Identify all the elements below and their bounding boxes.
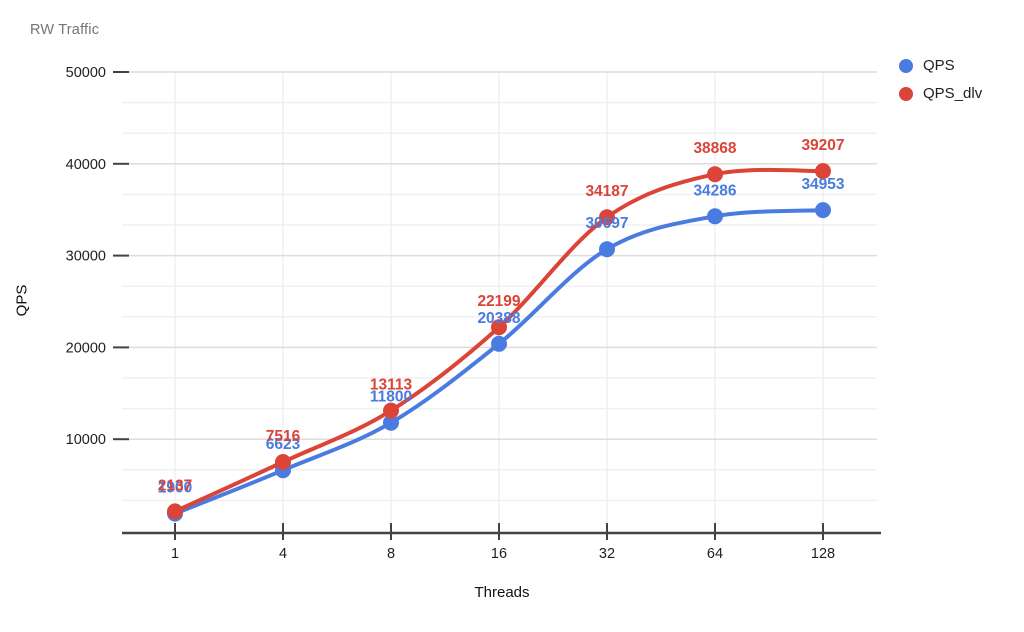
legend-item-qps-dlv: QPS_dlv bbox=[899, 85, 982, 102]
y-axis-title: QPS bbox=[13, 284, 31, 317]
qps-data-label: 6623 bbox=[266, 436, 301, 453]
y-tick-label: 50000 bbox=[66, 65, 106, 81]
legend-item-qps: QPS bbox=[899, 57, 982, 74]
qps-marker bbox=[599, 241, 615, 258]
qps-dlv-data-label: 7516 bbox=[266, 428, 301, 445]
y-tick-label: 30000 bbox=[66, 249, 106, 265]
qps-marker bbox=[491, 335, 507, 352]
qps-marker bbox=[707, 208, 723, 225]
x-tick-label: 1 bbox=[171, 546, 179, 562]
legend-label: QPS_dlv bbox=[923, 85, 983, 102]
x-tick-label: 16 bbox=[491, 546, 507, 562]
y-tick-label: 10000 bbox=[66, 432, 106, 448]
legend: QPS QPS_dlv bbox=[899, 57, 982, 102]
qps-marker bbox=[383, 414, 399, 431]
qps-dlv-marker bbox=[599, 209, 615, 226]
qps-dlv-series-swatch-icon bbox=[899, 86, 913, 101]
qps-data-label: 34286 bbox=[693, 182, 736, 199]
x-tick-label: 4 bbox=[279, 546, 287, 562]
qps-dlv-data-label: 2137 bbox=[158, 477, 192, 494]
qps-dlv-marker bbox=[383, 402, 399, 419]
qps-dlv-marker bbox=[275, 454, 291, 470]
qps-series-swatch-icon bbox=[899, 58, 913, 73]
y-tick-label: 20000 bbox=[66, 340, 106, 356]
legend-label: QPS bbox=[923, 57, 955, 74]
qps-dlv-marker bbox=[815, 163, 831, 180]
qps-dlv-data-label: 13113 bbox=[370, 377, 413, 394]
qps-data-label: 20388 bbox=[477, 310, 520, 327]
qps-data-label: 11800 bbox=[370, 389, 412, 406]
qps-dlv-marker bbox=[491, 319, 507, 336]
y-tick-label: 40000 bbox=[66, 157, 106, 173]
x-axis-title: Threads bbox=[474, 584, 530, 601]
qps-dlv-data-label: 38868 bbox=[693, 140, 736, 157]
qps-data-label: 30697 bbox=[585, 215, 628, 232]
x-tick-label: 64 bbox=[707, 546, 723, 562]
x-tick-label: 32 bbox=[599, 546, 615, 562]
x-tick-label: 8 bbox=[387, 546, 395, 562]
qps-dlv-marker bbox=[707, 166, 723, 183]
qps-dlv-marker bbox=[167, 503, 183, 520]
qps-dlv-data-label: 22199 bbox=[477, 293, 520, 310]
qps-dlv-data-label: 39207 bbox=[801, 137, 844, 154]
qps-dlv-data-label: 34187 bbox=[585, 183, 628, 200]
qps-data-label: 34953 bbox=[801, 176, 844, 193]
chart-title: RW Traffic bbox=[30, 22, 100, 38]
qps-data-label: 1900 bbox=[158, 480, 192, 497]
x-tick-label: 128 bbox=[811, 546, 835, 562]
qps-marker bbox=[815, 202, 831, 219]
